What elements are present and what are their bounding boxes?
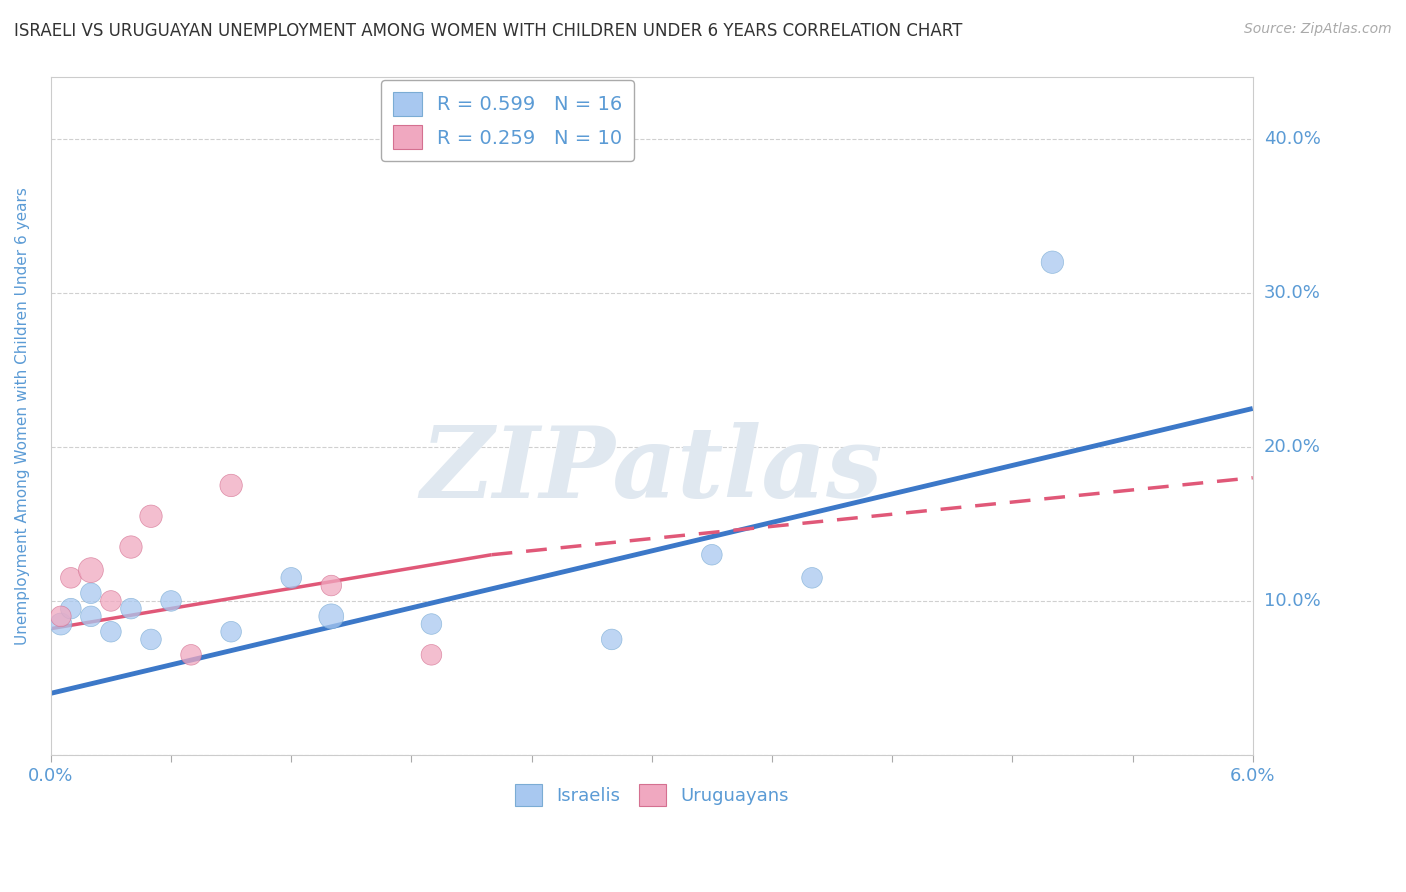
Point <box>59 571 82 585</box>
Point <box>59 601 82 615</box>
Point <box>280 571 302 585</box>
Point <box>180 648 202 662</box>
Point <box>49 617 72 632</box>
Point <box>120 540 142 554</box>
Point <box>321 609 343 624</box>
Text: Source: ZipAtlas.com: Source: ZipAtlas.com <box>1244 22 1392 37</box>
Point <box>160 594 183 608</box>
Text: 10.0%: 10.0% <box>1264 592 1320 610</box>
Text: ISRAELI VS URUGUAYAN UNEMPLOYMENT AMONG WOMEN WITH CHILDREN UNDER 6 YEARS CORREL: ISRAELI VS URUGUAYAN UNEMPLOYMENT AMONG … <box>14 22 963 40</box>
Point <box>420 617 443 632</box>
Legend: Israelis, Uruguayans: Israelis, Uruguayans <box>508 777 796 814</box>
Point <box>49 609 72 624</box>
Point <box>600 632 623 647</box>
Point <box>700 548 723 562</box>
Point <box>100 624 122 639</box>
Point <box>801 571 824 585</box>
Point <box>120 601 142 615</box>
Point <box>100 594 122 608</box>
Point <box>219 478 242 492</box>
Point <box>80 586 103 600</box>
Text: 40.0%: 40.0% <box>1264 130 1320 148</box>
Point <box>80 609 103 624</box>
Point <box>1042 255 1064 269</box>
Text: ZIPatlas: ZIPatlas <box>420 422 883 518</box>
Y-axis label: Unemployment Among Women with Children Under 6 years: Unemployment Among Women with Children U… <box>15 187 30 645</box>
Point <box>321 578 343 592</box>
Text: 20.0%: 20.0% <box>1264 438 1320 456</box>
Point <box>139 509 162 524</box>
Text: 30.0%: 30.0% <box>1264 284 1320 302</box>
Point <box>420 648 443 662</box>
Point <box>80 563 103 577</box>
Point <box>219 624 242 639</box>
Point <box>139 632 162 647</box>
